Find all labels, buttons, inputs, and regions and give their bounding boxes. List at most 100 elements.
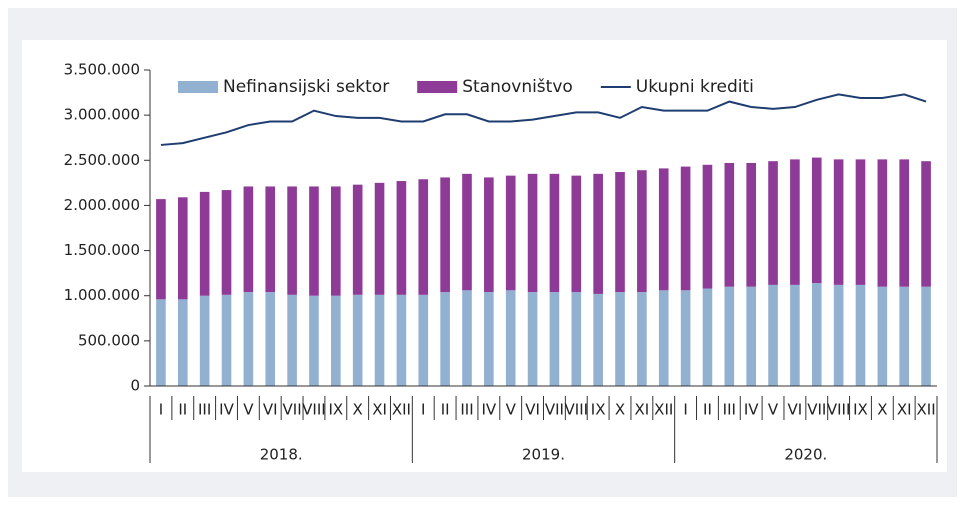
x-tick-label: II bbox=[703, 401, 712, 419]
bar-segment bbox=[177, 197, 188, 300]
bar-segment bbox=[549, 173, 560, 293]
bar-segment bbox=[265, 292, 276, 386]
bar-segment bbox=[484, 177, 494, 293]
year-label: 2020. bbox=[784, 446, 827, 464]
bar-segment bbox=[571, 175, 582, 293]
x-tick-label: VIII bbox=[302, 401, 326, 419]
bar-segment bbox=[877, 286, 888, 386]
x-tick-label: VII bbox=[545, 401, 564, 419]
line bbox=[160, 93, 927, 146]
x-tick-label: IV bbox=[219, 401, 234, 419]
year-label: 2018. bbox=[260, 446, 303, 464]
x-tick-label: III bbox=[723, 401, 736, 419]
x-tick-label: IX bbox=[328, 401, 343, 419]
y-tick-label: 1.000.000 bbox=[64, 286, 140, 304]
legend-label: Ukupni krediti bbox=[636, 77, 754, 97]
x-tick-label: XII bbox=[392, 401, 411, 419]
bar-segment bbox=[571, 292, 582, 386]
bar-segment bbox=[396, 181, 407, 295]
bar-segment bbox=[177, 299, 188, 386]
bar-segment bbox=[374, 294, 385, 386]
bar-segment bbox=[287, 294, 297, 386]
bar-segment bbox=[680, 290, 691, 386]
bar-segment bbox=[746, 286, 756, 386]
bar-segment bbox=[331, 295, 341, 386]
bar-segment bbox=[243, 292, 254, 386]
bar-segment bbox=[680, 166, 691, 291]
bar-segment bbox=[593, 293, 603, 386]
bar-segment bbox=[505, 290, 516, 386]
x-tick-label: VIII bbox=[827, 401, 851, 419]
x-tick-label: V bbox=[768, 401, 779, 419]
bar-segment bbox=[440, 177, 450, 293]
bar-segment bbox=[921, 161, 931, 287]
y-tick-label: 500.000 bbox=[78, 331, 140, 349]
bar-segment bbox=[702, 164, 713, 289]
x-tick-label: XII bbox=[654, 401, 673, 419]
x-tick-label: X bbox=[353, 401, 363, 419]
bar-segment bbox=[265, 186, 276, 293]
bar-segment bbox=[833, 284, 844, 386]
bar-segment bbox=[484, 292, 494, 386]
bar-segment bbox=[811, 283, 822, 386]
x-tick-label: I bbox=[421, 401, 425, 419]
year-label: 2019. bbox=[522, 446, 565, 464]
legend-swatch bbox=[417, 81, 458, 93]
bar-segment bbox=[768, 284, 778, 386]
bar-segment bbox=[418, 294, 429, 386]
bar-segment bbox=[768, 161, 778, 285]
bar-segment bbox=[331, 186, 341, 296]
x-tick-label: I bbox=[159, 401, 163, 419]
x-tick-label: XII bbox=[917, 401, 936, 419]
x-tick-label: X bbox=[877, 401, 887, 419]
bar-segment bbox=[899, 286, 910, 386]
bar-segment bbox=[899, 159, 910, 287]
bar-segment bbox=[156, 199, 166, 300]
x-tick-label: IX bbox=[591, 401, 606, 419]
bar-segment bbox=[615, 292, 625, 386]
x-tick-label: XI bbox=[635, 401, 650, 419]
x-tick-label: I bbox=[683, 401, 687, 419]
bar-segment bbox=[637, 292, 647, 386]
x-tick-label: VIII bbox=[565, 401, 589, 419]
bar-segment bbox=[811, 157, 822, 284]
y-tick-label: 0 bbox=[130, 377, 140, 395]
bar-segment bbox=[658, 290, 669, 386]
bar-segment bbox=[199, 295, 210, 386]
bar-segment bbox=[243, 186, 254, 293]
bar-segment bbox=[309, 186, 319, 296]
bar-segment bbox=[921, 286, 931, 386]
bar-segment bbox=[790, 159, 800, 285]
x-tick-label: VII bbox=[283, 401, 302, 419]
bar-segment bbox=[527, 292, 538, 386]
x-tick-label: II bbox=[178, 401, 187, 419]
legend-label: Stanovništvo bbox=[462, 77, 573, 97]
bar-segment bbox=[746, 162, 756, 287]
bar-segment bbox=[855, 284, 866, 386]
x-tick-label: IV bbox=[482, 401, 497, 419]
bar-segment bbox=[462, 173, 472, 291]
bar-segment bbox=[593, 173, 603, 294]
bar-segment bbox=[396, 294, 407, 386]
bar-segment bbox=[309, 295, 319, 386]
bar-segment bbox=[877, 159, 888, 287]
x-tick-label: X bbox=[615, 401, 625, 419]
x-tick-label: XI bbox=[372, 401, 387, 419]
x-tick-label: V bbox=[243, 401, 254, 419]
bar-segment bbox=[724, 286, 735, 386]
bar-segment bbox=[352, 184, 363, 295]
x-tick-label: IX bbox=[853, 401, 868, 419]
bar-segment bbox=[527, 173, 538, 293]
bar-segment bbox=[724, 162, 735, 287]
x-tick-label: VI bbox=[525, 401, 540, 419]
y-tick-label: 2.000.000 bbox=[64, 196, 140, 214]
legend-swatch bbox=[178, 81, 218, 93]
bar-segment bbox=[637, 170, 647, 293]
x-tick-label: V bbox=[506, 401, 517, 419]
x-tick-label: VI bbox=[263, 401, 278, 419]
bar-segment bbox=[156, 299, 166, 386]
y-tick-label: 3.000.000 bbox=[64, 106, 140, 124]
x-tick-label: III bbox=[460, 401, 473, 419]
x-tick-label: II bbox=[441, 401, 450, 419]
